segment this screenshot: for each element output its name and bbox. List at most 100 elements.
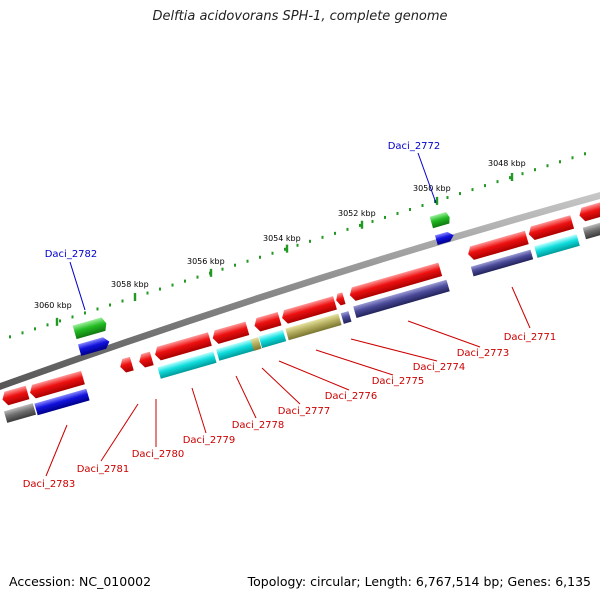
gene-Daci-2783-cds[interactable] [28, 370, 85, 400]
gene-cds-edge-right[interactable] [578, 201, 600, 222]
ruler-major-tick [55, 317, 59, 326]
ruler-dot [346, 227, 349, 231]
ruler-dot [496, 180, 499, 184]
ruler-dot [571, 156, 574, 160]
ruler-major-tick [209, 268, 213, 277]
ruler-dot [259, 255, 261, 259]
leader-Daci-2781 [100, 403, 139, 462]
ruler-dot [534, 168, 536, 172]
ruler-dot [421, 204, 424, 208]
gene-label-Daci-2776[interactable]: Daci_2776 [325, 391, 378, 402]
leader-Daci-2778 [235, 375, 257, 419]
gene-cog-edge-right-gray[interactable] [582, 221, 600, 240]
ruler-dot [521, 172, 524, 176]
ruler-dot [159, 287, 161, 291]
gene-label-Daci-2779[interactable]: Daci_2779 [183, 435, 236, 446]
gene-label-Daci-2782[interactable]: Daci_2782 [45, 249, 98, 260]
leader-Daci-2774 [350, 338, 438, 362]
ruler-label-3052: 3052 kbp [338, 209, 376, 218]
ruler-major-tick [133, 293, 137, 302]
leader-Daci-2775 [315, 349, 394, 376]
reverse-strand-track [1, 201, 600, 423]
gene-Daci-2776-cds[interactable] [280, 296, 337, 325]
gene-Daci-2773-cds[interactable] [466, 230, 529, 261]
gene-label-Daci-2771[interactable]: Daci_2771 [504, 332, 557, 343]
ruler-label-3054: 3054 kbp [263, 234, 301, 243]
ruler-dot [359, 223, 361, 227]
gene-label-Daci-2781[interactable]: Daci_2781 [77, 464, 130, 475]
gene-Daci-2771-cog[interactable] [534, 234, 580, 258]
gene-label-Daci-2778[interactable]: Daci_2778 [232, 420, 285, 431]
gene-label-Daci-2775[interactable]: Daci_2775 [372, 376, 425, 387]
leader-Daci-2783 [45, 424, 68, 477]
gene-Daci-2780-cds[interactable] [137, 351, 154, 369]
gene-cog-edge-gray[interactable] [3, 403, 37, 423]
gene-Daci-2777-cog-olive[interactable] [250, 337, 262, 351]
leader-Daci-2771 [511, 286, 531, 329]
gene-Daci-2775-cog[interactable] [340, 311, 352, 324]
ruler-dot [71, 315, 74, 319]
ruler-major-tick [510, 173, 514, 182]
gene-label-Daci-2772[interactable]: Daci_2772 [388, 141, 441, 152]
gene-Daci-2772-cds[interactable] [429, 211, 452, 229]
ruler-dot [584, 152, 586, 156]
ruler-dot [196, 275, 199, 279]
ruler-track [9, 152, 586, 339]
gene-Daci-2782-cds[interactable] [72, 317, 109, 340]
gene-Daci-2774-cds[interactable] [348, 262, 443, 302]
ruler-label-3058: 3058 kbp [111, 280, 149, 289]
ruler-dot [309, 239, 311, 243]
ruler-dot [246, 259, 249, 263]
gene-Daci-2773-cog[interactable] [470, 249, 534, 277]
gene-Daci-2778-cog[interactable] [216, 338, 255, 361]
gene-Daci-2782-cog[interactable] [77, 336, 111, 356]
ruler-major-tick [360, 220, 364, 229]
ruler-label-3050: 3050 kbp [413, 184, 451, 193]
gene-Daci-2777-cog[interactable] [258, 329, 287, 349]
ruler-dot [84, 311, 86, 315]
ruler-dot [371, 219, 374, 223]
ruler-major-tick [285, 244, 289, 253]
gene-Daci-2777-cds[interactable] [253, 311, 282, 333]
label-leaders [45, 152, 531, 477]
gene-label-Daci-2783[interactable]: Daci_2783 [23, 479, 76, 490]
ruler-dot [46, 323, 49, 327]
leader-Daci-2782 [69, 261, 86, 311]
leader-Daci-2773 [407, 320, 481, 348]
ruler-dot [446, 196, 449, 200]
ruler-dot [9, 335, 11, 339]
gene-label-Daci-2774[interactable]: Daci_2774 [413, 362, 466, 373]
gene-cds-edge-left[interactable] [1, 385, 30, 407]
leader-Daci-2776 [278, 360, 350, 391]
ruler-dot [321, 235, 324, 239]
gene-Daci-2772-cog[interactable] [434, 230, 455, 246]
gene-Daci-2779-cds[interactable] [153, 332, 212, 361]
gene-Daci-2781-cds[interactable] [118, 356, 134, 374]
ruler-dot [546, 164, 549, 168]
ruler-dot [121, 299, 124, 303]
gene-Daci-2771-cds[interactable] [527, 215, 575, 241]
leader-Daci-2777 [261, 367, 301, 405]
gene-label-Daci-2777[interactable]: Daci_2777 [278, 406, 331, 417]
ruler-label-3048: 3048 kbp [488, 159, 526, 168]
gene-Daci-2783-cog[interactable] [34, 388, 90, 416]
ruler-dot [471, 188, 474, 192]
ruler-dot [221, 267, 224, 271]
gene-label-Daci-2773[interactable]: Daci_2773 [457, 348, 510, 359]
gene-Daci-2775-cds[interactable] [335, 292, 346, 306]
ruler-label-3056: 3056 kbp [187, 257, 225, 266]
forward-strand-track [72, 211, 455, 356]
ruler-dot [146, 291, 149, 295]
ruler-dot [184, 279, 186, 283]
gene-Daci-2774-cog[interactable] [353, 279, 450, 318]
ruler-label-3060: 3060 kbp [34, 301, 72, 310]
ruler-dot [384, 215, 386, 219]
ruler-labels: 3048 kbp 3050 kbp 3052 kbp 3054 kbp 3056… [34, 159, 526, 310]
gene-label-Daci-2780[interactable]: Daci_2780 [132, 449, 185, 460]
gene-Daci-2778-cds[interactable] [211, 321, 250, 345]
gene-Daci-2776-cog[interactable] [285, 313, 342, 341]
gene-Daci-2779-cog[interactable] [157, 351, 217, 379]
topology-text: Topology: circular; Length: 6,767,514 bp… [247, 574, 591, 589]
ruler-dot [109, 303, 111, 307]
